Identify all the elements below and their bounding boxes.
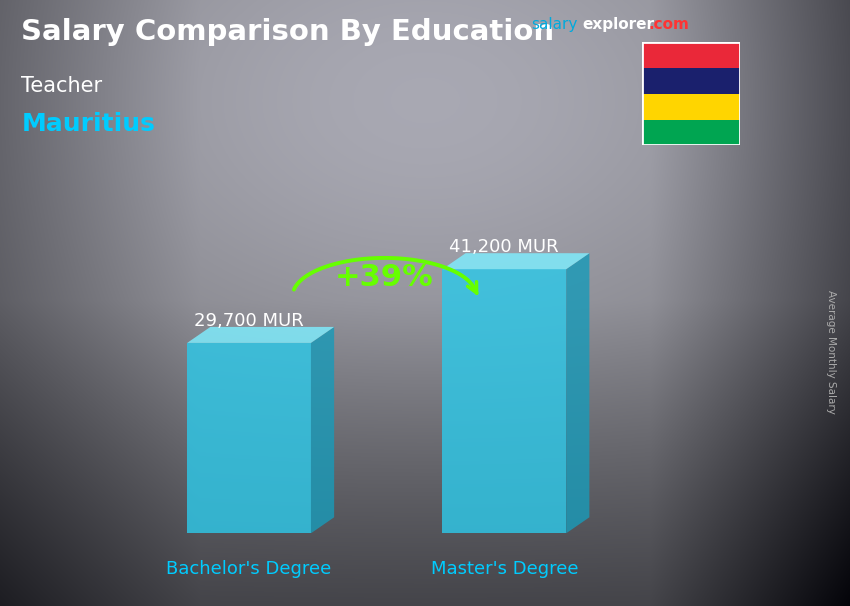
Text: Master's Degree: Master's Degree [431, 560, 578, 578]
Bar [642, 94, 740, 120]
Bar [187, 343, 311, 533]
Text: +39%: +39% [335, 262, 434, 291]
Text: Mauritius: Mauritius [21, 112, 155, 136]
Text: Teacher: Teacher [21, 76, 102, 96]
Text: 29,700 MUR: 29,700 MUR [194, 311, 304, 330]
Text: 41,200 MUR: 41,200 MUR [450, 238, 559, 256]
Polygon shape [311, 327, 334, 533]
Text: explorer: explorer [582, 17, 654, 32]
Text: salary: salary [531, 17, 578, 32]
Bar [642, 120, 740, 145]
Text: .com: .com [649, 17, 689, 32]
Text: Bachelor's Degree: Bachelor's Degree [167, 560, 332, 578]
Bar [642, 68, 740, 94]
Polygon shape [442, 253, 589, 269]
Bar [642, 42, 740, 68]
Text: Salary Comparison By Education: Salary Comparison By Education [21, 18, 554, 46]
Polygon shape [566, 253, 589, 533]
Polygon shape [187, 327, 334, 343]
Bar [442, 269, 566, 533]
Text: Average Monthly Salary: Average Monthly Salary [826, 290, 836, 413]
